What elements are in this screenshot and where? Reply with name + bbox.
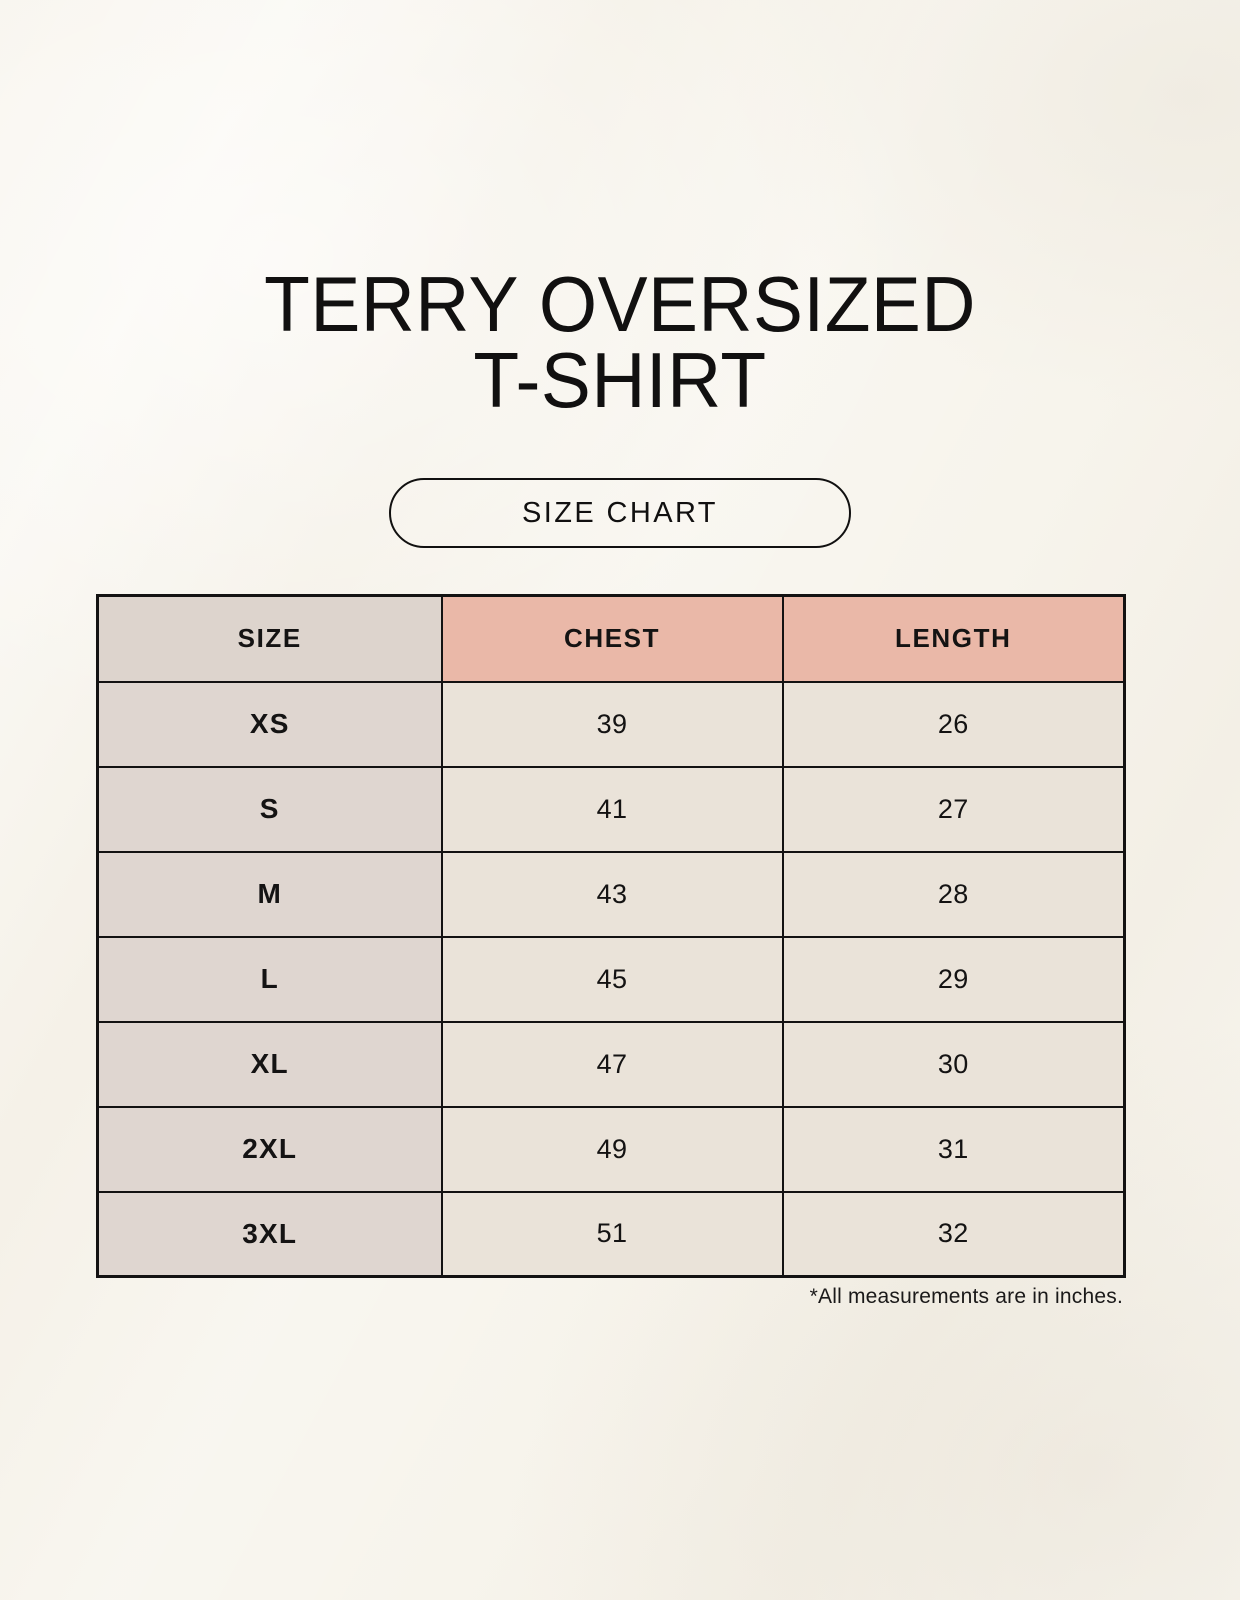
cell-size: 3XL [96,1190,443,1278]
size-table-head: SIZE CHEST LENGTH [96,594,1126,683]
cell-size: XS [96,680,443,768]
cell-chest: 39 [440,680,784,768]
cell-chest: 45 [440,935,784,1023]
size-chart-badge: SIZE CHART [389,478,851,548]
column-header-size: SIZE [96,594,443,683]
cell-chest: 47 [440,1020,784,1108]
cell-size: 2XL [96,1105,443,1193]
cell-length: 28 [781,850,1126,938]
table-row: 3XL 51 32 [96,1190,1126,1278]
cell-length: 32 [781,1190,1126,1278]
table-row: XL 47 30 [96,1020,1126,1108]
cell-size: M [96,850,443,938]
cell-length: 30 [781,1020,1126,1108]
cell-size: XL [96,1020,443,1108]
cell-length: 27 [781,765,1126,853]
size-table-body: XS 39 26 S 41 27 M 43 28 L 45 29 [96,680,1126,1278]
measurement-unit-note: *All measurements are in inches. [809,1285,1123,1308]
cell-chest: 51 [440,1190,784,1278]
table-row: M 43 28 [96,850,1126,938]
table-row: L 45 29 [96,935,1126,1023]
table-row: S 41 27 [96,765,1126,853]
cell-length: 26 [781,680,1126,768]
cell-size: L [96,935,443,1023]
cell-size: S [96,765,443,853]
table-row: XS 39 26 [96,680,1126,768]
cell-length: 31 [781,1105,1126,1193]
table-row: 2XL 49 31 [96,1105,1126,1193]
cell-length: 29 [781,935,1126,1023]
size-table: SIZE CHEST LENGTH XS 39 26 S 41 27 M [96,594,1126,1278]
cell-chest: 43 [440,850,784,938]
page-title: TERRY OVERSIZED T-SHIRT [264,260,976,425]
size-table-wrap: SIZE CHEST LENGTH XS 39 26 S 41 27 M [96,594,1126,1278]
cell-chest: 49 [440,1105,784,1193]
column-header-length: LENGTH [781,594,1126,683]
cell-chest: 41 [440,765,784,853]
table-header-row: SIZE CHEST LENGTH [96,594,1126,683]
column-header-chest: CHEST [440,594,784,683]
size-chart-badge-wrap: SIZE CHART [0,478,1240,548]
